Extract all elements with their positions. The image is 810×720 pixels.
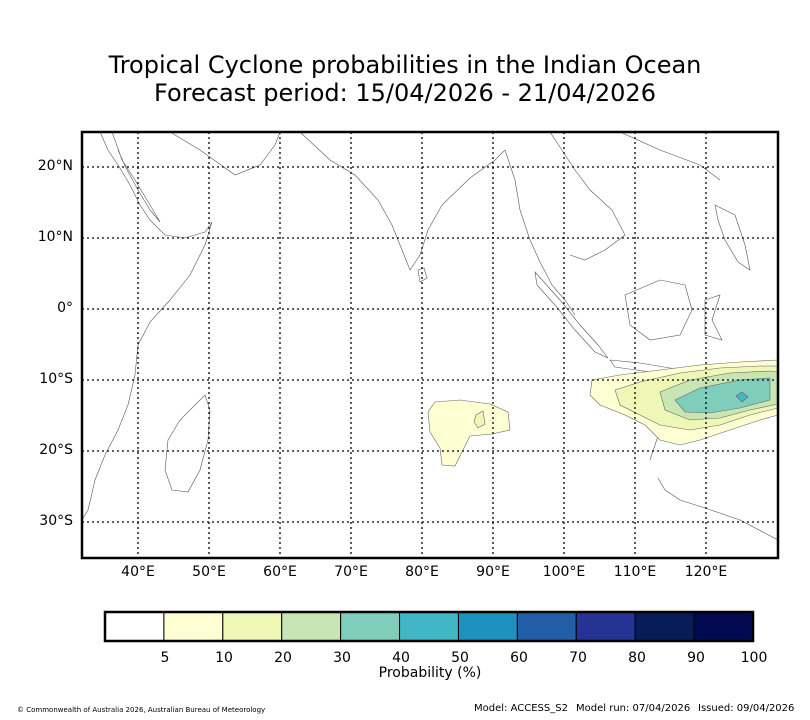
lon-label-120e: 120°E bbox=[684, 564, 728, 580]
coast-sulawesi bbox=[704, 294, 723, 341]
coast-myanmar-malay bbox=[504, 149, 576, 316]
copyright-text: © Commonwealth of Australia 2026, Austra… bbox=[17, 706, 266, 714]
coast-sumatra bbox=[534, 271, 609, 359]
colorbar-tick: 60 bbox=[510, 650, 528, 666]
colorbar-tick: 50 bbox=[451, 650, 469, 666]
colorbar-box bbox=[516, 611, 577, 642]
colorbar-tick: 20 bbox=[274, 650, 292, 666]
lon-label-80e: 80°E bbox=[405, 564, 439, 580]
colorbar-tick: 30 bbox=[333, 650, 351, 666]
colorbar-box bbox=[222, 611, 283, 642]
colorbar-box bbox=[575, 611, 636, 642]
lat-label-0: 0° bbox=[57, 300, 73, 316]
colorbar-frame bbox=[103, 610, 755, 643]
colorbar-box bbox=[399, 611, 459, 642]
lat-label-10s: 10°S bbox=[39, 371, 73, 387]
colorbar-box bbox=[340, 611, 401, 642]
colorbar-box bbox=[457, 611, 518, 642]
coast-china bbox=[619, 132, 721, 181]
lon-label-100e: 100°E bbox=[542, 564, 586, 580]
colorbar-box bbox=[693, 611, 754, 642]
coast-arabia-africa bbox=[82, 132, 213, 521]
coast-madagascar bbox=[164, 394, 211, 493]
map-content bbox=[82, 132, 778, 558]
lat-label-20n: 20°N bbox=[37, 158, 73, 174]
region-australia-40pct bbox=[735, 391, 749, 403]
model-text: Model: ACCESS_S2 bbox=[474, 703, 568, 714]
colorbar-box bbox=[281, 611, 342, 642]
region-central-ocean-10pct bbox=[473, 410, 486, 429]
colorbar-tick: 80 bbox=[628, 650, 646, 666]
colorbar-label: Probability (%) bbox=[378, 665, 482, 681]
colorbar-box bbox=[634, 611, 695, 642]
coast-arabian-peninsula bbox=[169, 132, 281, 176]
coast-red-sea bbox=[111, 132, 161, 223]
map-frame bbox=[80, 130, 780, 560]
lat-label-20s: 20°S bbox=[39, 442, 73, 458]
gridlines bbox=[82, 132, 778, 558]
lon-label-110e: 110°E bbox=[613, 564, 657, 580]
coast-philippines bbox=[714, 204, 751, 271]
colorbar-tick: 70 bbox=[569, 650, 587, 666]
lon-label-60e: 60°E bbox=[263, 564, 297, 580]
lat-label-30s: 30°S bbox=[39, 513, 73, 529]
colorbar-tick: 100 bbox=[740, 650, 768, 666]
lon-label-40e: 40°E bbox=[121, 564, 155, 580]
colorbar-box bbox=[104, 611, 165, 642]
colorbar-tick: 90 bbox=[687, 650, 705, 666]
coast-borneo bbox=[624, 279, 693, 341]
chart-title-line1: Tropical Cyclone probabilities in the In… bbox=[108, 51, 702, 79]
colorbar-tick: 40 bbox=[392, 650, 410, 666]
chart-title-line2: Forecast period: 15/04/2026 - 21/04/2026 bbox=[154, 79, 656, 107]
lon-label-70e: 70°E bbox=[334, 564, 368, 580]
lon-label-50e: 50°E bbox=[192, 564, 226, 580]
coast-india bbox=[299, 132, 506, 271]
colorbar-tick: 5 bbox=[160, 650, 170, 666]
map-background bbox=[82, 132, 778, 558]
colorbar-tick: 10 bbox=[215, 650, 233, 666]
region-australia-30pct bbox=[674, 377, 771, 414]
issued-text: Issued: 09/04/2026 bbox=[698, 703, 795, 714]
probability-regions bbox=[427, 359, 778, 467]
model-run-text: Model run: 07/04/2026 bbox=[576, 703, 691, 714]
colorbar-box bbox=[163, 611, 224, 642]
region-central-ocean-5pct bbox=[427, 399, 511, 467]
lat-label-10n: 10°N bbox=[37, 229, 73, 245]
colorbar-boxes bbox=[104, 611, 754, 642]
lon-label-90e: 90°E bbox=[476, 564, 510, 580]
coast-indochina bbox=[549, 132, 626, 261]
